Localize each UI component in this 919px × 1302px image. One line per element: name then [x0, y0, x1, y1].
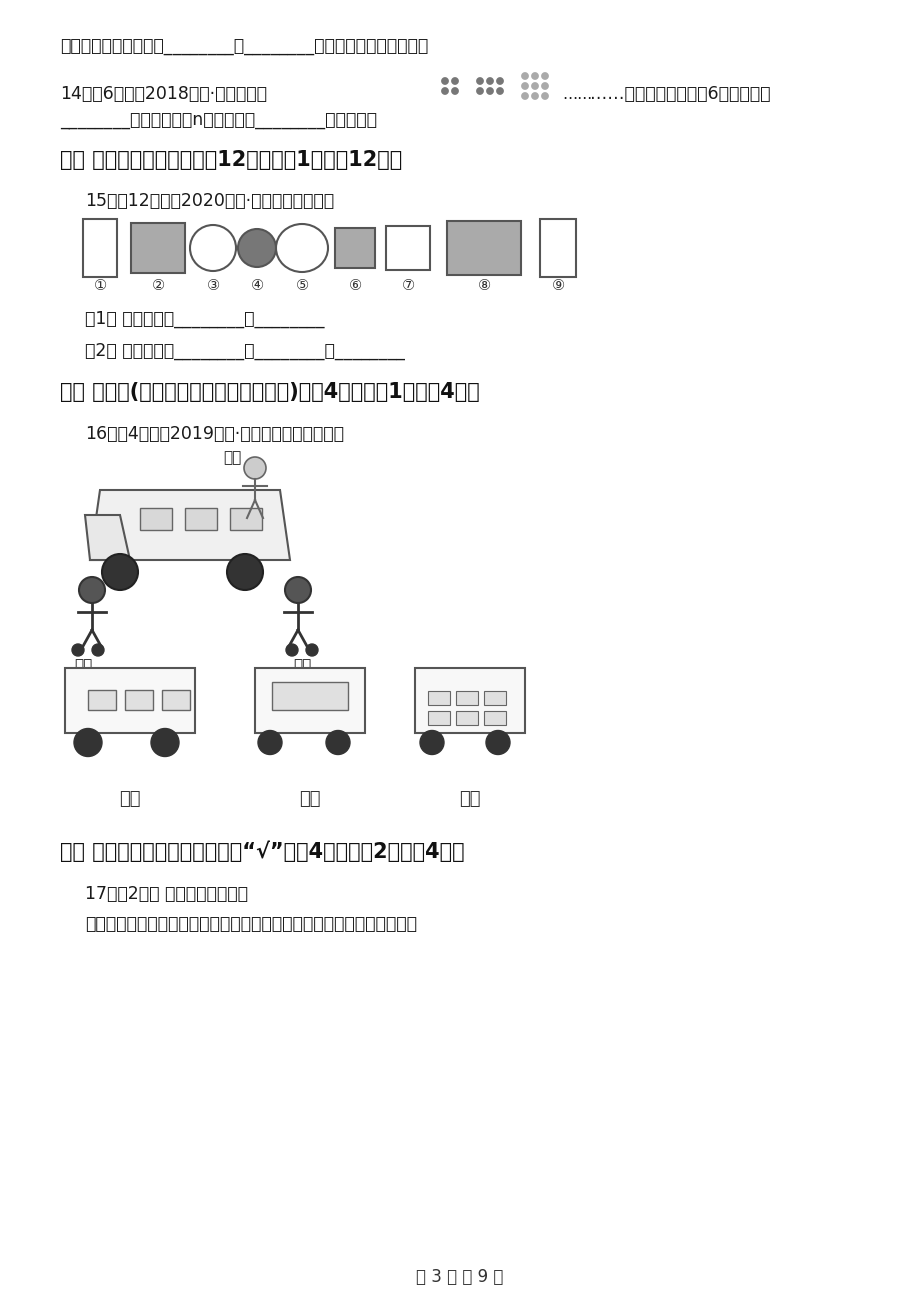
Text: ①: ①	[94, 279, 107, 293]
Circle shape	[541, 92, 548, 99]
Circle shape	[151, 729, 179, 756]
Circle shape	[486, 78, 493, 85]
Text: 小东: 小东	[299, 790, 321, 809]
Circle shape	[531, 82, 538, 90]
FancyBboxPatch shape	[483, 691, 505, 704]
Circle shape	[257, 730, 282, 754]
FancyBboxPatch shape	[65, 668, 195, 733]
Text: （2） 分成三类：________、________、________: （2） 分成三类：________、________、________	[85, 342, 404, 359]
Circle shape	[227, 553, 263, 590]
FancyBboxPatch shape	[539, 219, 575, 277]
Text: 15．（12分）（2020一上·汉中期末）分类。: 15．（12分）（2020一上·汉中期末）分类。	[85, 191, 334, 210]
FancyBboxPatch shape	[88, 690, 116, 710]
Text: （1） 分成两类：________、________: （1） 分成两类：________、________	[85, 310, 324, 328]
Text: 五、 连一连(下图各是哪只小动物看到的)。（4分）（共1题；共4分）: 五、 连一连(下图各是哪只小动物看到的)。（4分）（共1题；共4分）	[60, 381, 479, 402]
Circle shape	[541, 73, 548, 79]
Circle shape	[521, 82, 528, 90]
Circle shape	[496, 87, 503, 95]
Circle shape	[531, 92, 538, 99]
FancyBboxPatch shape	[483, 711, 505, 725]
FancyBboxPatch shape	[230, 508, 262, 530]
Text: ⑨: ⑨	[550, 279, 564, 293]
FancyBboxPatch shape	[447, 221, 520, 275]
Circle shape	[486, 87, 493, 95]
Polygon shape	[90, 490, 289, 560]
Text: 四、 数一数。再填一填。（12分）（共1题；共12分）: 四、 数一数。再填一填。（12分）（共1题；共12分）	[60, 150, 402, 171]
Text: 小红: 小红	[222, 450, 241, 465]
Circle shape	[496, 78, 503, 85]
Text: 为了提高同学们的身体素质，学校每天下午组织各年级开展大课间活动。: 为了提高同学们的身体素质，学校每天下午组织各年级开展大课间活动。	[85, 915, 416, 934]
Text: 17．（2分） 阳光体育大课间。: 17．（2分） 阳光体育大课间。	[85, 885, 248, 904]
Text: 小东: 小东	[74, 658, 92, 673]
Circle shape	[79, 577, 105, 603]
Circle shape	[74, 729, 102, 756]
Text: ④: ④	[250, 279, 263, 293]
Ellipse shape	[276, 224, 328, 272]
Text: ……: ……	[562, 87, 592, 102]
Text: ……，按这个规律，第6个图形共有: ……，按这个规律，第6个图形共有	[589, 85, 770, 103]
Circle shape	[306, 644, 318, 656]
Text: 16．（4分）（2019一下·长春月考）观察物体。: 16．（4分）（2019一下·长春月考）观察物体。	[85, 424, 344, 443]
Circle shape	[92, 644, 104, 656]
Text: ③: ③	[206, 279, 220, 293]
Circle shape	[102, 553, 138, 590]
FancyBboxPatch shape	[427, 711, 449, 725]
Text: 14．（6分）（2018五上·盐田期末）: 14．（6分）（2018五上·盐田期末）	[60, 85, 267, 103]
Circle shape	[286, 644, 298, 656]
Circle shape	[531, 73, 538, 79]
Text: 小明: 小明	[292, 658, 311, 673]
Text: ⑥: ⑥	[348, 279, 361, 293]
Text: 一千七百，一千八百，________，________，二千一百，二千二百一: 一千七百，一千八百，________，________，二千一百，二千二百一	[60, 38, 427, 56]
Text: 小红: 小红	[119, 790, 141, 809]
Text: ⑦: ⑦	[401, 279, 414, 293]
Text: 小明: 小明	[459, 790, 481, 809]
FancyBboxPatch shape	[456, 711, 478, 725]
Text: ⑤: ⑤	[295, 279, 308, 293]
FancyBboxPatch shape	[83, 219, 117, 277]
Circle shape	[451, 87, 458, 95]
Text: 第 3 页 共 9 页: 第 3 页 共 9 页	[416, 1268, 503, 1286]
Ellipse shape	[190, 225, 236, 271]
Circle shape	[521, 92, 528, 99]
Text: ②: ②	[152, 279, 165, 293]
Text: ________个小圆点，第n个图形共有________个小圆点。: ________个小圆点，第n个图形共有________个小圆点。	[60, 112, 377, 130]
FancyBboxPatch shape	[335, 228, 375, 268]
FancyBboxPatch shape	[456, 691, 478, 704]
Circle shape	[285, 577, 311, 603]
Circle shape	[441, 87, 448, 95]
FancyBboxPatch shape	[162, 690, 190, 710]
Circle shape	[420, 730, 444, 754]
Ellipse shape	[238, 229, 276, 267]
Circle shape	[441, 78, 448, 85]
Text: 六、 在你认为合适的答案下面画“√”。（4分）（共2题；共4分）: 六、 在你认为合适的答案下面画“√”。（4分）（共2题；共4分）	[60, 840, 464, 862]
Circle shape	[476, 87, 483, 95]
Circle shape	[476, 78, 483, 85]
FancyBboxPatch shape	[414, 668, 525, 733]
Circle shape	[325, 730, 349, 754]
FancyBboxPatch shape	[185, 508, 217, 530]
Circle shape	[485, 730, 509, 754]
FancyBboxPatch shape	[140, 508, 172, 530]
Circle shape	[541, 82, 548, 90]
FancyBboxPatch shape	[386, 227, 429, 270]
FancyBboxPatch shape	[125, 690, 153, 710]
Circle shape	[521, 73, 528, 79]
FancyBboxPatch shape	[130, 223, 185, 273]
FancyBboxPatch shape	[272, 682, 347, 710]
Text: ⑧: ⑧	[477, 279, 490, 293]
FancyBboxPatch shape	[255, 668, 365, 733]
Circle shape	[451, 78, 458, 85]
Polygon shape	[85, 516, 130, 560]
FancyBboxPatch shape	[427, 691, 449, 704]
Circle shape	[72, 644, 84, 656]
Circle shape	[244, 457, 266, 479]
